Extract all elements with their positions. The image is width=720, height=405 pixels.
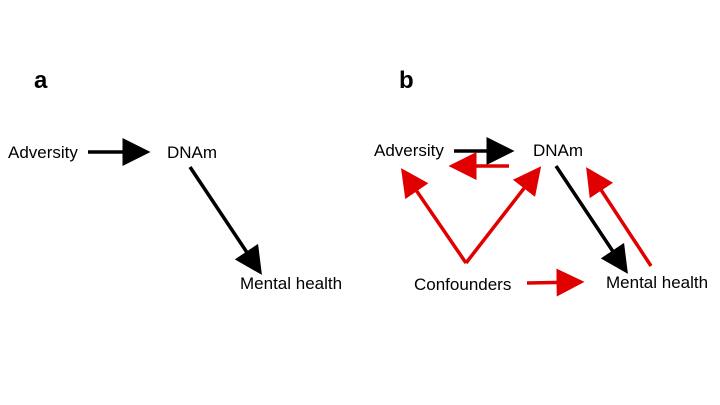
panel-a-node-mental-health: Mental health [240, 274, 342, 293]
panel-b-letter: b [399, 67, 414, 94]
panel-a-arrow-dnam-to-mental-health [188, 166, 262, 275]
panel-b-arrow-dnam-to-mental-health [554, 165, 628, 274]
panel-b-node-confounders: Confounders [414, 275, 511, 294]
panel-b-arrow-confounders-to-mental-health [526, 268, 585, 297]
panel-a-letter: a [34, 67, 48, 94]
panel-a: a Adversity DNAm Mental health [8, 67, 342, 293]
panel-b: b Adversity DNAm Mental health Confounde… [374, 67, 708, 297]
panel-b-arrow-confounders-to-dnam [464, 166, 542, 265]
panel-b-arrow-mental-health-to-dnam [586, 167, 653, 267]
panel-b-node-adversity: Adversity [374, 141, 444, 160]
panel-a-node-dnam: DNAm [167, 143, 217, 162]
panel-b-node-dnam: DNAm [533, 141, 583, 160]
panel-b-node-mental-health: Mental health [606, 273, 708, 292]
panel-b-arrow-confounders-to-adversity [401, 168, 468, 264]
panel-a-node-adversity: Adversity [8, 143, 78, 162]
